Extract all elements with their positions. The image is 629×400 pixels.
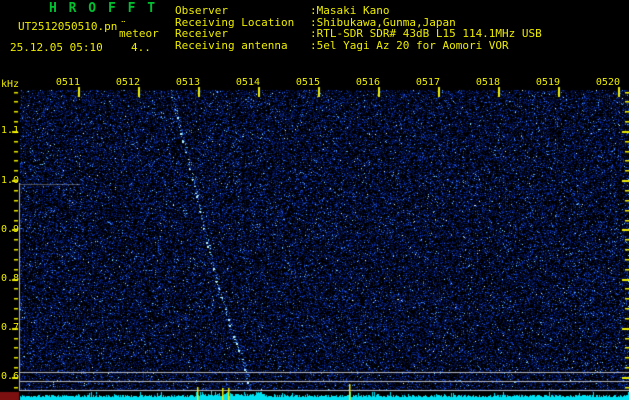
- time-tick-label: 0514: [235, 77, 260, 88]
- receiving-location-value: :Shibukawa,Gunma,Japan: [310, 16, 456, 29]
- freq-tick-label: 0.8: [0, 273, 19, 284]
- freq-unit-label: kHz: [1, 79, 20, 90]
- file-overlay-dots: ¨: [120, 19, 127, 32]
- datetime-label: 25.12.05 05:10: [10, 41, 103, 54]
- freq-tick-label: 0.9: [0, 224, 19, 235]
- freq-tick-label: 0.7: [0, 322, 19, 333]
- app-title: H R O F F T: [49, 1, 158, 16]
- receiver-label: Receiver: [175, 27, 228, 40]
- time-tick-label: 0512: [115, 77, 140, 88]
- receiver-value: :RTL-SDR SDR# 43dB L15 114.1MHz USB: [310, 27, 542, 40]
- time-tick-label: 0520: [595, 77, 620, 88]
- freq-tick-label: 1.1: [0, 125, 19, 136]
- receiving-antenna-value: :5el Yagi Az 20 for Aomori VOR: [310, 39, 509, 52]
- receiving-antenna-label: Receiving antenna: [175, 39, 288, 52]
- time-tick-label: 0517: [415, 77, 440, 88]
- file-label: UT2512050510.pn: [18, 20, 118, 33]
- echo-count: 4..: [131, 41, 151, 54]
- observer-label: Observer: [175, 4, 228, 17]
- freq-tick-label: 1.0: [0, 175, 19, 186]
- time-tick-label: 0519: [535, 77, 560, 88]
- time-tick-label: 0511: [55, 77, 80, 88]
- time-tick-label: 0516: [355, 77, 380, 88]
- time-tick-label: 0518: [475, 77, 500, 88]
- freq-tick-label: 0.6: [0, 371, 19, 382]
- time-tick-label: 0515: [295, 77, 320, 88]
- observer-value: :Masaki Kano: [310, 4, 390, 17]
- time-tick-label: 0513: [175, 77, 200, 88]
- file-overlay-label: meteor: [119, 27, 159, 40]
- receiving-location-label: Receiving Location: [175, 16, 295, 29]
